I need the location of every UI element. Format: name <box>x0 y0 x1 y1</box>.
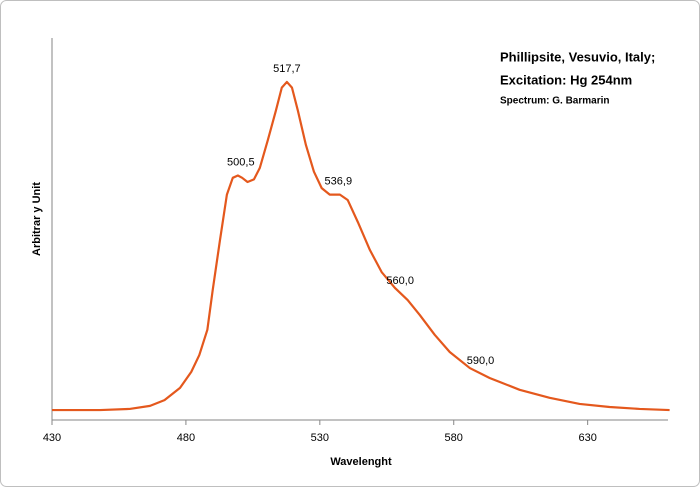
spectrum-line <box>52 80 670 412</box>
peak-label: 560,0 <box>386 275 414 287</box>
y-axis-label: Arbitrar y Unit <box>31 182 43 256</box>
chart-title: Excitation: Hg 254nm <box>500 72 632 87</box>
x-axis-label: Wavelenght <box>330 456 392 468</box>
x-tick-label: 580 <box>445 432 463 444</box>
chart-title: Phillipsite, Vesuvio, Italy; <box>500 49 655 64</box>
peak-label: 590,0 <box>467 355 495 367</box>
peak-label: 517,7 <box>273 63 301 75</box>
peak-label: 536,9 <box>325 176 353 188</box>
chart-subtitle: Spectrum: G. Barmarin <box>500 96 609 107</box>
peak-label: 500,5 <box>227 156 255 168</box>
x-tick-label: 480 <box>177 432 195 444</box>
x-tick-label: 430 <box>43 432 61 444</box>
x-tick-label: 530 <box>311 432 329 444</box>
x-tick-label: 630 <box>578 432 596 444</box>
